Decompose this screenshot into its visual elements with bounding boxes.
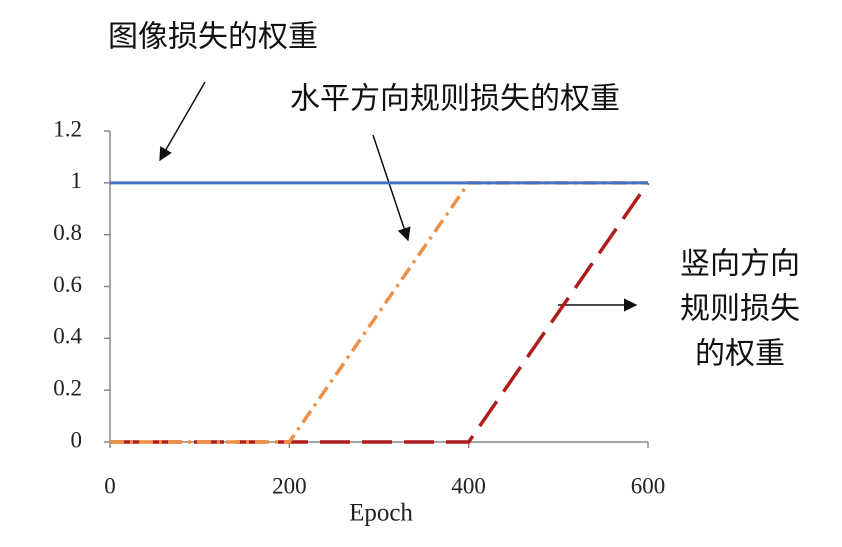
annotation: 水平方向规则损失的权重 — [290, 82, 620, 117]
x-tick-label: 0 — [104, 473, 116, 498]
annotation: 规则损失 — [680, 292, 800, 327]
annotation: 竖向方向 — [680, 247, 800, 282]
x-axis-label: Epoch — [349, 500, 413, 527]
x-tick-label: 200 — [272, 473, 307, 498]
annotation: 图像损失的权重 — [108, 20, 318, 55]
y-tick-label: 1.2 — [53, 116, 82, 141]
line-series — [110, 183, 648, 442]
chart: Epoch 0 0.2 0.4 0.6 0.8 1 1.2 0 200 400 600 图像损失的权重… — [0, 0, 842, 547]
y-tick-label: 1 — [71, 168, 83, 193]
y-tick-label: 0.8 — [53, 220, 82, 245]
x-tick-label: 600 — [631, 473, 666, 498]
annotation: 的权重 — [695, 337, 785, 372]
y-tick-label: 0.4 — [53, 324, 82, 349]
x-tick-label: 400 — [451, 473, 486, 498]
arrow — [373, 135, 408, 240]
arrow — [160, 82, 205, 160]
y-tick-label: 0.2 — [53, 375, 82, 400]
y-tick-label: 0.6 — [53, 272, 82, 297]
y-tick-label: 0 — [71, 427, 83, 452]
line-series — [110, 183, 648, 442]
